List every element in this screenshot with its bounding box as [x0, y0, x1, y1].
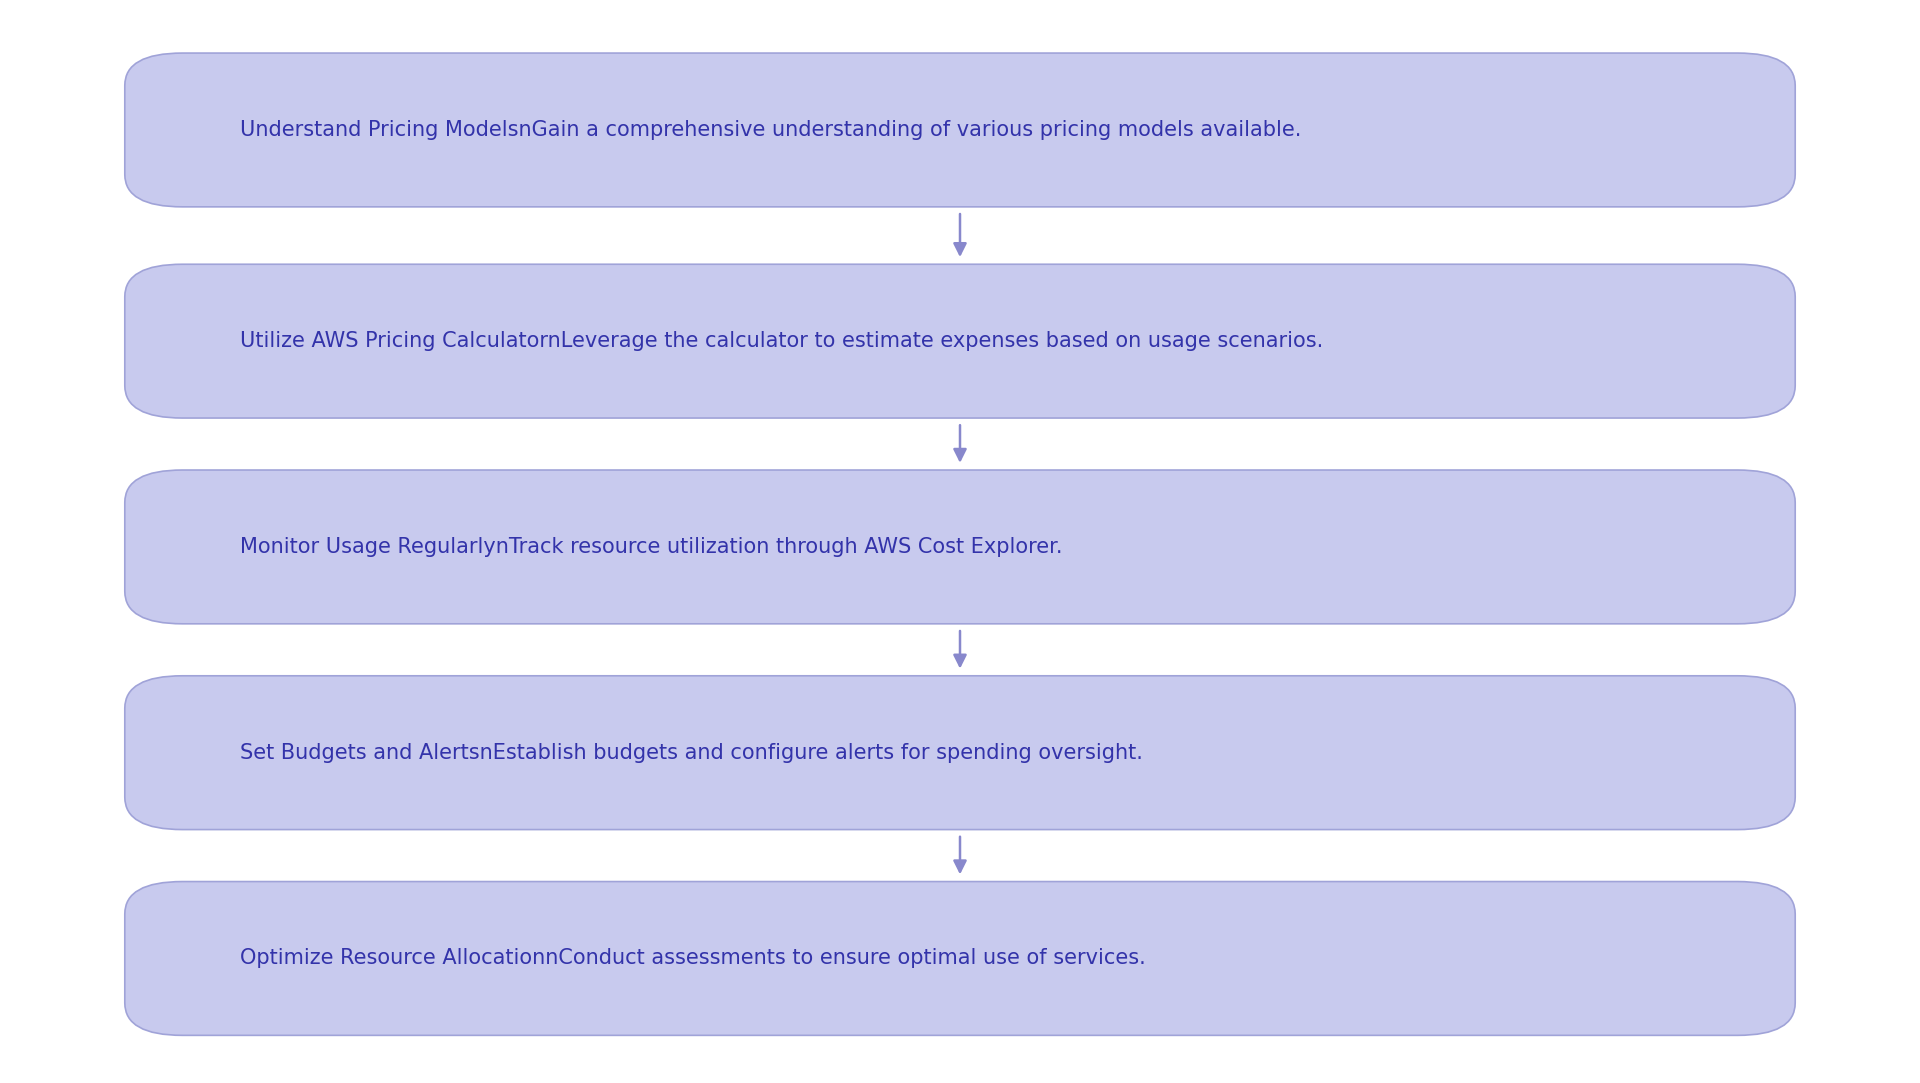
FancyBboxPatch shape — [125, 53, 1795, 207]
FancyBboxPatch shape — [125, 470, 1795, 624]
FancyBboxPatch shape — [125, 676, 1795, 830]
Text: Monitor Usage RegularlynTrack resource utilization through AWS Cost Explorer.: Monitor Usage RegularlynTrack resource u… — [240, 537, 1062, 557]
Text: Utilize AWS Pricing CalculatornLeverage the calculator to estimate expenses base: Utilize AWS Pricing CalculatornLeverage … — [240, 331, 1323, 351]
Text: Set Budgets and AlertsnEstablish budgets and configure alerts for spending overs: Set Budgets and AlertsnEstablish budgets… — [240, 743, 1142, 762]
Text: Optimize Resource AllocationnConduct assessments to ensure optimal use of servic: Optimize Resource AllocationnConduct ass… — [240, 949, 1146, 968]
Text: Understand Pricing ModelsnGain a comprehensive understanding of various pricing : Understand Pricing ModelsnGain a compreh… — [240, 120, 1302, 140]
FancyBboxPatch shape — [125, 264, 1795, 418]
FancyBboxPatch shape — [125, 882, 1795, 1035]
